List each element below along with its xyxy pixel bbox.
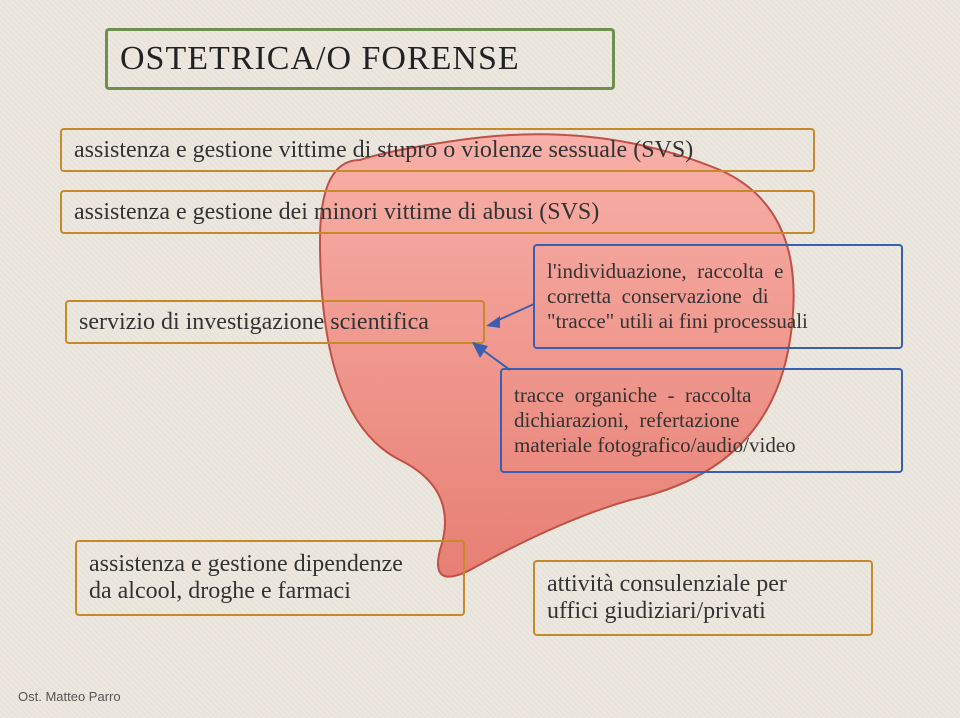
title-text: OSTETRICA/O FORENSE [120, 40, 520, 78]
slide-canvas: OSTETRICA/O FORENSE assistenza e gestion… [0, 0, 960, 718]
box-svs-text: assistenza e gestione vittime di stupro … [74, 137, 693, 164]
box-attivita: attività consulenziale per uffici giudiz… [533, 560, 873, 636]
callout-individuazione: l'individuazione, raccolta e corretta co… [533, 244, 903, 349]
box-servizio-text: servizio di investigazione scientifica [79, 309, 429, 336]
callout-tracce-text: tracce organiche - raccolta dichiarazion… [514, 383, 796, 458]
box-dipendenze: assistenza e gestione dipendenze da alco… [75, 540, 465, 616]
box-svs: assistenza e gestione vittime di stupro … [60, 128, 815, 172]
callout-individuazione-text: l'individuazione, raccolta e corretta co… [547, 259, 808, 334]
title-box: OSTETRICA/O FORENSE [105, 28, 615, 90]
box-dipendenze-text: assistenza e gestione dipendenze da alco… [89, 551, 403, 605]
footer-author: Ost. Matteo Parro [18, 689, 121, 704]
box-minori-text: assistenza e gestione dei minori vittime… [74, 199, 599, 226]
callout-tracce: tracce organiche - raccolta dichiarazion… [500, 368, 903, 473]
callout-arrow-1 [486, 300, 536, 330]
callout-arrow-2 [470, 342, 514, 376]
box-minori: assistenza e gestione dei minori vittime… [60, 190, 815, 234]
box-servizio: servizio di investigazione scientifica [65, 300, 485, 344]
box-attivita-text: attività consulenziale per uffici giudiz… [547, 571, 787, 625]
